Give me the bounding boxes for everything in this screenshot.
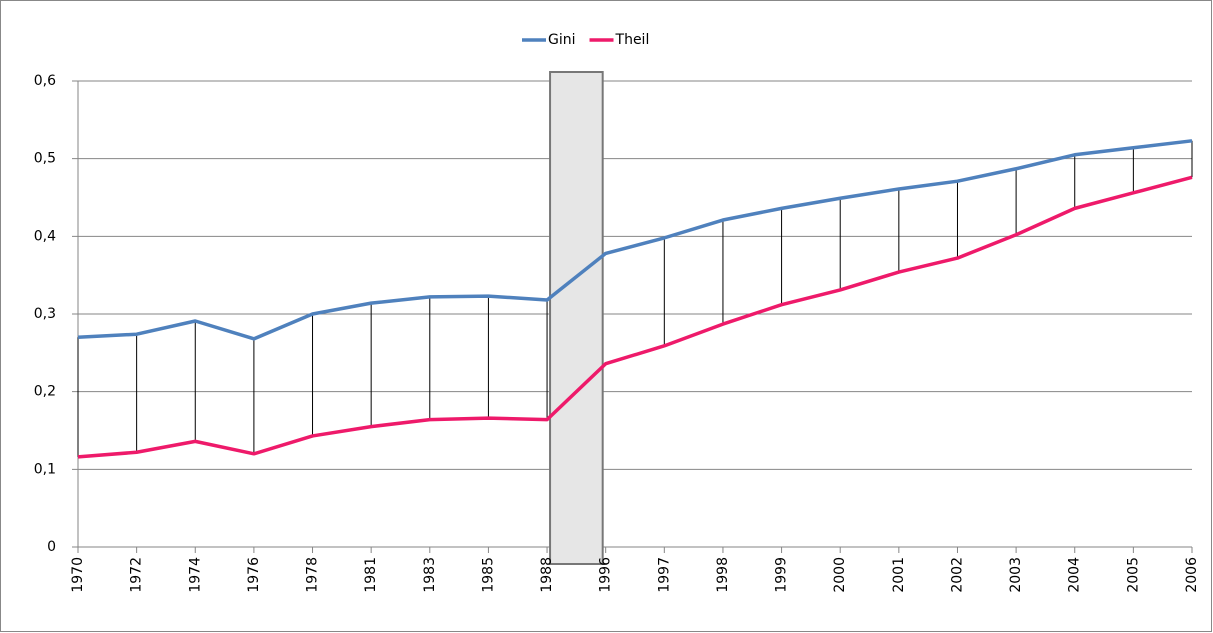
- x-tick-label: 2003: [1008, 557, 1024, 593]
- x-tick-label: 1978: [305, 557, 321, 593]
- x-tick-label: 1974: [187, 557, 203, 593]
- legend-label: Gini: [548, 32, 576, 48]
- y-tick-label: 0,5: [34, 151, 56, 167]
- x-tick-label: 2006: [1184, 557, 1200, 593]
- y-tick-label: 0,2: [34, 384, 56, 400]
- legend-label: Theil: [615, 32, 650, 48]
- y-tick-label: 0,6: [34, 73, 56, 89]
- y-tick-label: 0: [47, 539, 56, 555]
- x-tick-label: 1976: [246, 557, 262, 593]
- x-tick-label: 1997: [656, 557, 672, 593]
- x-tick-label: 1996: [598, 557, 614, 593]
- x-tick-label: 1988: [539, 557, 555, 593]
- x-tick-label: 1998: [715, 557, 731, 593]
- y-tick-label: 0,1: [34, 461, 56, 477]
- y-tick-label: 0,3: [34, 306, 56, 322]
- x-tick-label: 2005: [1125, 557, 1141, 593]
- y-tick-label: 0,4: [34, 228, 56, 244]
- x-tick-label: 1983: [422, 557, 438, 593]
- x-tick-label: 1985: [480, 557, 496, 593]
- series-line: [77, 139, 1193, 341]
- x-tick-label: 1999: [774, 557, 790, 593]
- break-highlight: [549, 71, 604, 565]
- x-tick-label: 1972: [129, 557, 145, 593]
- x-tick-label: 2004: [1067, 557, 1083, 593]
- x-tick-label: 2002: [949, 557, 965, 593]
- x-tick-label: 2000: [832, 557, 848, 593]
- x-tick-label: 1981: [363, 557, 379, 593]
- x-tick-label: 1970: [70, 557, 86, 593]
- x-tick-label: 2001: [891, 557, 907, 593]
- series-line: [77, 175, 1193, 459]
